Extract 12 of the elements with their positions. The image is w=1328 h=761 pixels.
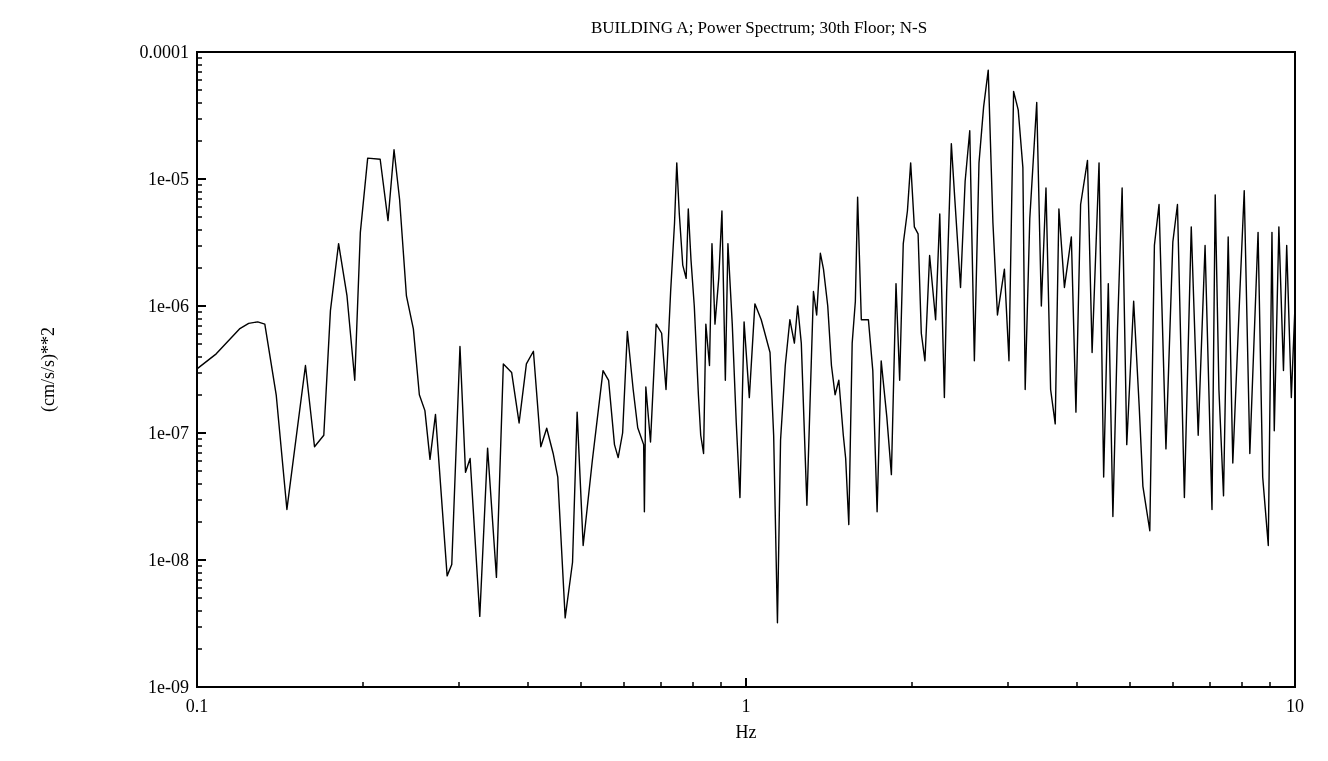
- x-tick-label: 1: [741, 696, 751, 716]
- x-tick-label: 0.1: [185, 696, 209, 716]
- y-tick-label: 1e-08: [148, 550, 189, 570]
- x-axis-title: Hz: [735, 722, 757, 742]
- x-tick-label: 10: [1286, 696, 1304, 716]
- y-tick-label: 0.0001: [139, 42, 189, 62]
- y-tick-label: 1e-06: [148, 296, 189, 316]
- y-tick-label: 1e-07: [148, 423, 189, 443]
- y-axis-title: (cm/s/s)**2: [38, 327, 59, 412]
- y-tick-label: 1e-05: [148, 169, 189, 189]
- y-tick-label: 1e-09: [148, 677, 189, 697]
- chart-title: BUILDING A; Power Spectrum; 30th Floor; N-S: [590, 18, 928, 37]
